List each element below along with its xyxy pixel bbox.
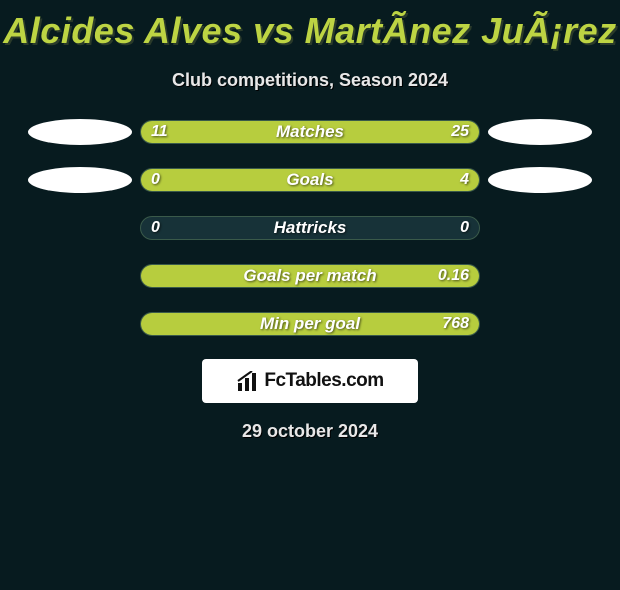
stat-label: Min per goal (141, 314, 479, 334)
stat-bar: Goals0 4 (140, 168, 480, 192)
page-title: Alcides Alves vs MartÃ­nez JuÃ¡rez (0, 10, 620, 52)
subtitle: Club competitions, Season 2024 (0, 70, 620, 91)
player-flag-right (488, 119, 592, 145)
stat-bar: Matches11 25 (140, 120, 480, 144)
stat-bar: Goals per match0.16 (140, 264, 480, 288)
stat-bar: Min per goal768 (140, 312, 480, 336)
comparison-row: Matches11 25 (0, 119, 620, 145)
stat-label: Goals per match (141, 266, 479, 286)
stat-value-right: 768 (442, 315, 469, 333)
branding-text: FcTables.com (264, 370, 383, 392)
flag-spacer (488, 263, 592, 289)
stat-label: Goals (141, 170, 479, 190)
stat-value-right: 0.16 (438, 267, 469, 285)
player-flag-right (488, 167, 592, 193)
flag-spacer (488, 215, 592, 241)
stat-value-left: 11 (151, 123, 168, 141)
comparison-row: Hattricks0 0 (0, 215, 620, 241)
flag-spacer (28, 263, 132, 289)
stat-value-right: 4 (460, 171, 469, 189)
stat-value-left: 0 (151, 219, 160, 237)
comparison-row: Min per goal768 (0, 311, 620, 337)
comparison-row: Goals per match0.16 (0, 263, 620, 289)
stat-value-right: 25 (451, 123, 469, 141)
stat-value-left: 0 (151, 171, 160, 189)
stat-label: Matches (141, 122, 479, 142)
stat-bar: Hattricks0 0 (140, 216, 480, 240)
comparison-rows: Matches1125Goals04Hattricks00Goals per m… (0, 119, 620, 337)
stat-label: Hattricks (141, 218, 479, 238)
bar-chart-icon (236, 371, 260, 391)
player-flag-left (28, 119, 132, 145)
branding-box: FcTables.com (202, 359, 418, 403)
date-text: 29 october 2024 (0, 421, 620, 442)
player-flag-left (28, 167, 132, 193)
flag-spacer (28, 215, 132, 241)
flag-spacer (488, 311, 592, 337)
flag-spacer (28, 311, 132, 337)
comparison-row: Goals0 4 (0, 167, 620, 193)
stat-value-right: 0 (460, 219, 469, 237)
